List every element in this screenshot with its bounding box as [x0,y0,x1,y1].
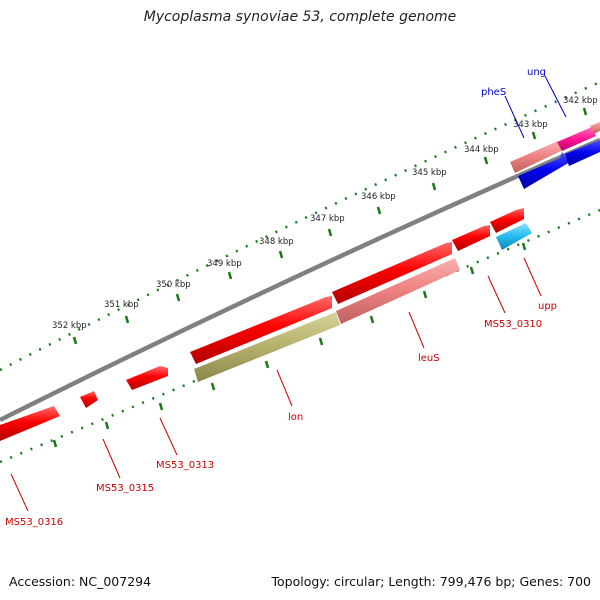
gene-label-upp: upp [538,301,557,312]
gene-feature[interactable] [496,223,532,250]
gene-label-ms53-0315: MS53_0315 [96,483,154,494]
inner-major-ticks [52,242,527,448]
scale-label: 344 kbp [464,145,499,155]
gene-feature[interactable] [336,258,460,324]
genome-backbone [0,137,600,423]
gene-feature[interactable] [590,122,600,134]
gene-feature[interactable] [565,140,600,166]
gene-label-ms53-0313: MS53_0313 [156,460,214,471]
scale-label: 345 kbp [412,168,447,178]
gene-feature[interactable] [452,225,490,251]
scale-label: 349 kbp [207,259,242,269]
scale-label: 346 kbp [361,192,396,202]
scale-label: 350 kbp [156,280,191,290]
genome-summary-text: Topology: circular; Length: 799,476 bp; … [271,574,592,589]
scale-label: 352 kbp [52,321,87,331]
scale-label: 342 kbp [563,96,598,106]
gene-feature[interactable] [190,296,332,364]
gene-feature[interactable] [557,127,596,151]
label-leaders [10,75,567,512]
scale-label: 351 kbp [104,300,139,310]
gene-feature[interactable] [126,366,168,390]
page-title: Mycoplasma synoviae 53, complete genome [143,9,457,25]
gene-label-ms53-0316: MS53_0316 [5,517,63,528]
scale-label: 348 kbp [259,237,294,247]
gene-feature[interactable] [80,391,98,408]
forward-features [0,122,600,441]
gene-label-ung: ung [527,67,546,78]
scale-label: 343 kbp [513,120,548,130]
gene-feature[interactable] [0,406,60,441]
gene-feature[interactable] [194,312,340,382]
gene-feature[interactable] [490,208,524,233]
gene-label-leus: leuS [418,353,440,364]
outer-major-ticks [72,107,588,345]
gene-label-phes: pheS [481,87,506,98]
gene-feature[interactable] [332,242,452,304]
accession-text: Accession: NC_007294 [9,574,152,589]
gene-feature[interactable] [510,141,563,173]
gene-feature[interactable] [518,152,570,189]
reverse-features [194,223,532,382]
gene-label-ms53-0310: MS53_0310 [484,319,542,330]
gene-label-lon: lon [288,412,303,423]
scale-label: 347 kbp [310,214,345,224]
